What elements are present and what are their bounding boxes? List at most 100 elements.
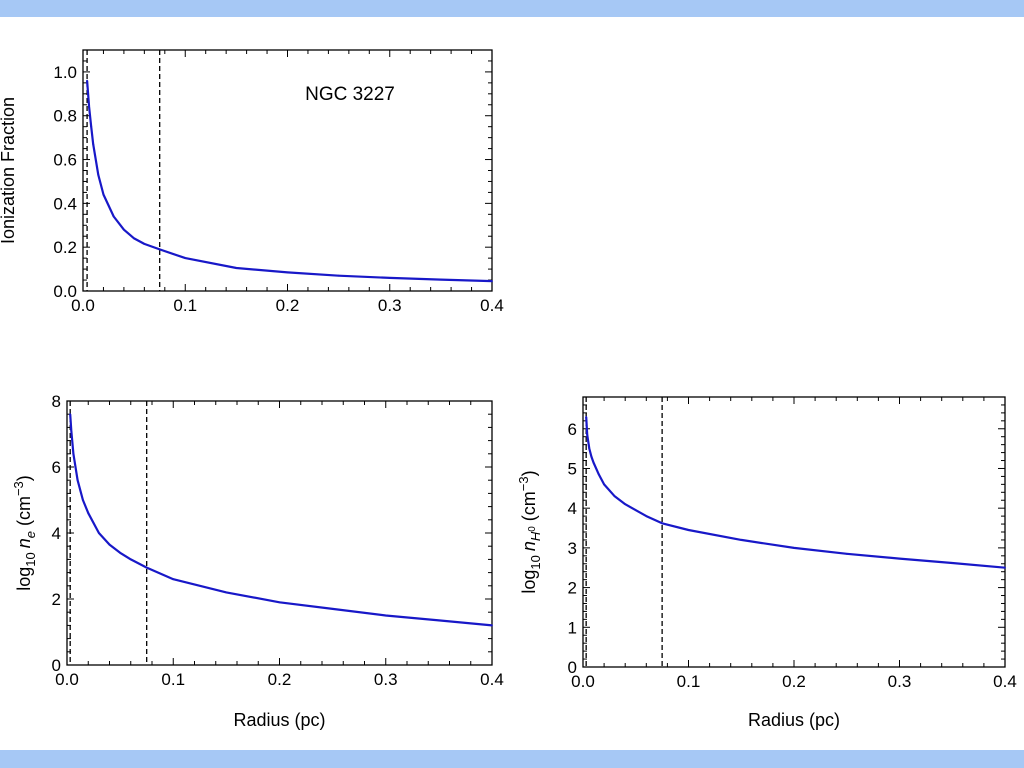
- data-point: [235, 267, 238, 269]
- data-point: [97, 173, 100, 176]
- y-tick-label: 0.6: [53, 151, 77, 170]
- plot-frame: [82, 49, 493, 292]
- x-tick-label: 0.1: [161, 670, 185, 689]
- y-tick-label: 4: [568, 499, 577, 518]
- data-point: [585, 415, 588, 418]
- data-point: [129, 558, 132, 561]
- x-tick-label: 0.0: [71, 296, 95, 315]
- data-point: [491, 624, 493, 627]
- data-point: [72, 452, 75, 455]
- x-axis-title: Radius (pc): [233, 710, 325, 730]
- y-tick-label: 0: [52, 656, 61, 675]
- data-point: [90, 125, 93, 128]
- electron-density-chart: 0.0 0.1 0.2 0.3 0.4 0 2 4 6 8 Radius (pc) log10ne(c…: [11, 392, 504, 730]
- data-point: [687, 529, 690, 531]
- neutral-hydrogen-density-chart: 0.0 0.1 0.2 0.3 0.4 0 1 2 3 4 5 6 Radius (pc) log10nH…: [516, 396, 1017, 730]
- data-point: [112, 215, 115, 218]
- data-point: [740, 539, 743, 541]
- y-tick-label: 2: [568, 579, 577, 598]
- data-point: [286, 271, 289, 274]
- data-point: [793, 546, 795, 549]
- data-point: [145, 566, 148, 569]
- x-tick-label: 0.4: [480, 296, 504, 315]
- y-tick-label: 4: [52, 524, 61, 543]
- data-point: [225, 591, 228, 594]
- top-banner: [0, 0, 1024, 17]
- x-axis-title: Radius (pc): [748, 710, 840, 730]
- data-point: [69, 413, 72, 416]
- data-point: [603, 483, 605, 486]
- y-axis-title: Ionization Fraction: [0, 97, 18, 244]
- y-tick-label: 0: [568, 658, 577, 677]
- x-tick-label: 0.3: [888, 672, 912, 691]
- data-point: [74, 466, 77, 468]
- data-point: [592, 461, 595, 464]
- data-point: [92, 143, 95, 146]
- x-tick-label: 0.0: [571, 672, 595, 691]
- data-point: [491, 280, 493, 283]
- data-point: [87, 512, 90, 515]
- data-point: [898, 557, 901, 560]
- bottom-banner: [0, 750, 1024, 768]
- y-tick-label: 0.2: [53, 238, 77, 257]
- object-annotation: NGC 3227: [305, 84, 395, 105]
- data-point: [278, 601, 281, 604]
- data-point: [1004, 566, 1006, 569]
- y-tick-label: 1.0: [53, 63, 77, 82]
- data-point: [845, 552, 848, 555]
- data-point: [76, 479, 79, 482]
- x-tick-label: 0.1: [173, 296, 197, 315]
- y-tick-label: 0.8: [53, 107, 77, 126]
- y-tick-label: 0.4: [53, 194, 77, 213]
- data-point: [88, 106, 91, 108]
- data-point: [102, 193, 105, 196]
- data-point: [331, 608, 334, 610]
- data-point: [437, 619, 440, 622]
- plot-frame: [582, 396, 1006, 668]
- data-point: [586, 433, 589, 436]
- y-tick-label: 6: [52, 458, 61, 477]
- x-tick-label: 0.2: [268, 670, 292, 689]
- data-point: [951, 562, 954, 564]
- data-point: [590, 455, 593, 458]
- ionization-fraction-chart: 0.0 0.1 0.2 0.3 0.4 0.0 0.2 0.4 0.6 0.8 1.0 Ionizat…: [0, 49, 504, 315]
- y-tick-label: 8: [52, 392, 61, 411]
- data-point: [108, 543, 111, 546]
- y-tick-label: 6: [568, 420, 577, 439]
- data-point: [645, 515, 648, 518]
- data-point: [158, 248, 161, 251]
- y-tick-label: 1: [568, 618, 577, 637]
- x-tick-label: 0.4: [480, 670, 504, 689]
- x-tick-label: 0.2: [782, 672, 806, 691]
- data-point: [613, 495, 616, 498]
- data-point: [184, 257, 187, 260]
- y-tick-label: 3: [568, 539, 577, 558]
- data-point: [388, 276, 391, 279]
- data-point: [172, 578, 175, 581]
- x-tick-label: 0.2: [276, 296, 300, 315]
- data-point: [123, 228, 125, 231]
- data-point: [82, 499, 84, 501]
- y-axis-title: log10ne(cm−3): [11, 475, 38, 591]
- data-point: [70, 429, 73, 432]
- x-tick-label: 0.3: [374, 670, 398, 689]
- data-point: [384, 614, 387, 617]
- y-tick-label: 0.0: [53, 282, 77, 301]
- data-point: [439, 278, 442, 281]
- y-tick-label: 5: [568, 459, 577, 478]
- series-line: [585, 416, 1006, 569]
- x-tick-label: 0.3: [378, 296, 402, 315]
- data-point: [119, 551, 122, 554]
- series-line: [69, 414, 493, 627]
- data-point: [86, 79, 88, 82]
- data-point: [143, 242, 146, 245]
- data-point: [97, 532, 100, 534]
- x-tick-label: 0.0: [55, 670, 79, 689]
- data-point: [661, 522, 664, 525]
- x-tick-label: 0.4: [993, 672, 1017, 691]
- series-line: [86, 80, 493, 283]
- x-tick-label: 0.1: [677, 672, 701, 691]
- data-point: [133, 237, 136, 240]
- y-tick-label: 2: [52, 590, 61, 609]
- y-axis-title: log10nH0(cm−3): [516, 470, 543, 593]
